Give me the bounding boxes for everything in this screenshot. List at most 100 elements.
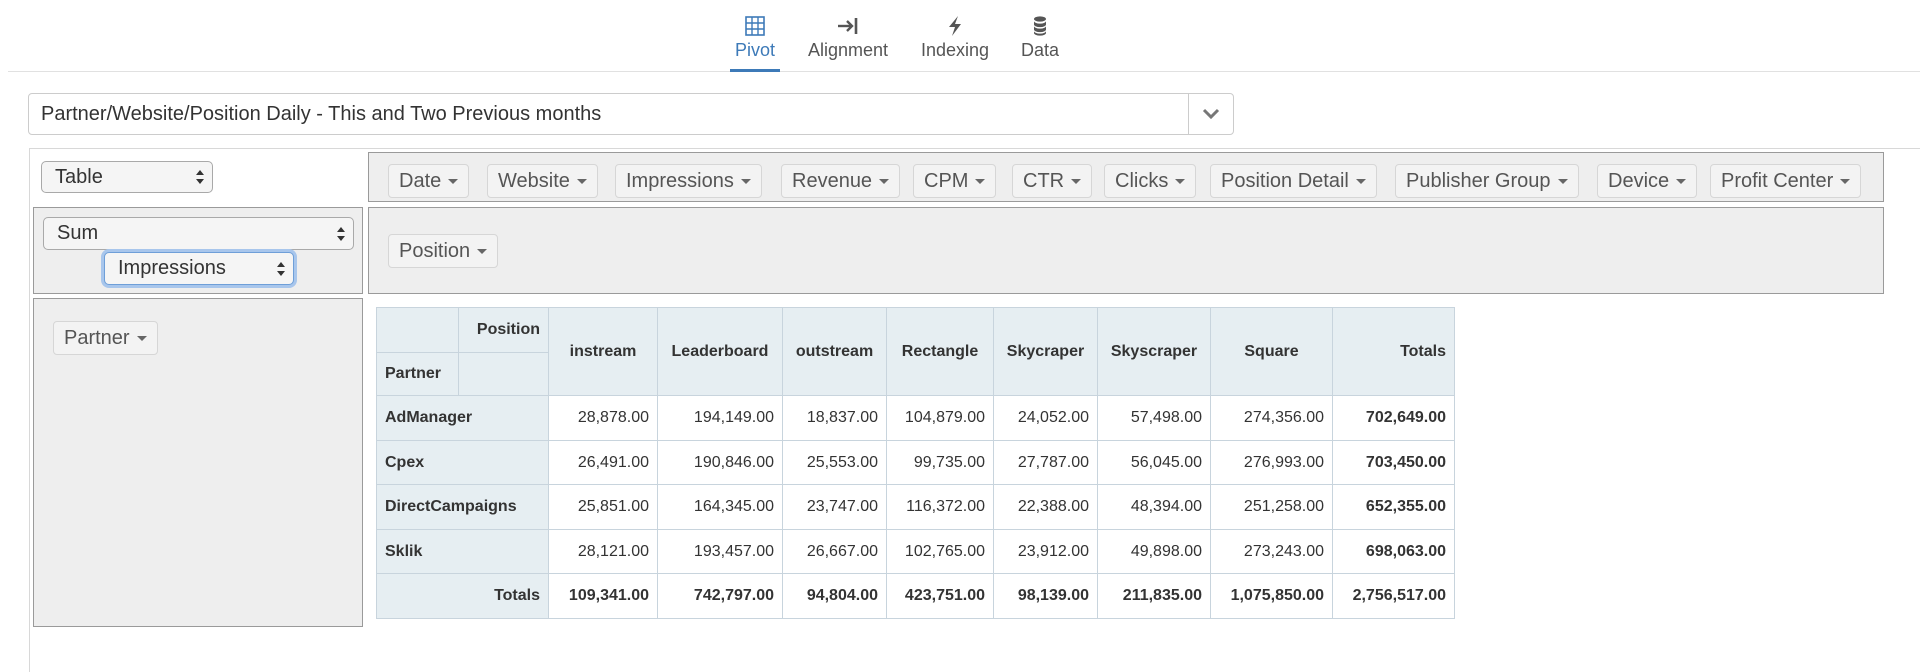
renderer-select[interactable]: Table: [41, 161, 213, 193]
attr-pill-impressions[interactable]: Impressions: [615, 164, 762, 198]
tab-label: Pivot: [734, 40, 776, 60]
col-attr-pill-position[interactable]: Position: [388, 234, 499, 268]
table-row: Cpex 26,491.00 190,846.00 25,553.00 99,7…: [376, 440, 1455, 485]
caret-down-icon: [1840, 178, 1851, 184]
column-total-cell: 109,341.00: [548, 573, 658, 619]
table-cell: 276,993.00: [1210, 440, 1333, 485]
tab-alignment[interactable]: Alignment: [806, 14, 890, 72]
column-header: Skyscraper: [1097, 307, 1211, 396]
attr-pill-revenue[interactable]: Revenue: [781, 164, 901, 198]
tab-pivot[interactable]: Pivot: [730, 14, 780, 72]
table-cell: 56,045.00: [1097, 440, 1211, 485]
column-total-cell: 423,751.00: [886, 573, 994, 619]
view-tab-bar: Pivot Alignment Indexing Data: [8, 0, 1920, 72]
table-cell: 26,491.00: [548, 440, 658, 485]
column-attributes-area: Position: [368, 207, 1884, 294]
table-corner-cell: [376, 307, 459, 353]
select-updown-icon: [277, 261, 285, 277]
table-cell: 49,898.00: [1097, 529, 1211, 574]
table-cell: 25,851.00: [548, 484, 658, 530]
attr-pill-ctr[interactable]: CTR: [1012, 164, 1093, 198]
row-total-cell: 698,063.00: [1332, 529, 1455, 574]
chevron-down-icon[interactable]: [1188, 94, 1233, 134]
caret-down-icon: [136, 335, 147, 341]
table-cell: 27,787.00: [993, 440, 1098, 485]
table-cell: 193,457.00: [657, 529, 783, 574]
col-attr-header: Position: [458, 307, 549, 353]
table-cell: 102,765.00: [886, 529, 994, 574]
column-header: Skycraper: [993, 307, 1098, 396]
row-attr-header: Partner: [376, 352, 459, 396]
attr-pill-clicks[interactable]: Clicks: [1104, 164, 1197, 198]
row-attr-pill-partner[interactable]: Partner: [53, 321, 158, 355]
table-cell: 57,498.00: [1097, 395, 1211, 441]
column-total-cell: 98,139.00: [993, 573, 1098, 619]
renderer-select-value: Table: [55, 165, 103, 188]
report-select[interactable]: Partner/Website/Position Daily - This an…: [28, 93, 1234, 135]
tab-indexing[interactable]: Indexing: [919, 14, 991, 72]
totals-column-header: Totals: [1332, 307, 1455, 396]
caret-down-icon: [1676, 178, 1687, 184]
attr-pill-device[interactable]: Device: [1597, 164, 1698, 198]
table-cell: 23,747.00: [782, 484, 887, 530]
aggregator-attribute-value: Impressions: [118, 257, 226, 279]
database-icon: [1033, 14, 1047, 38]
select-updown-icon: [337, 226, 345, 242]
aggregator-select-value: Sum: [57, 222, 99, 244]
caret-down-icon: [1175, 178, 1186, 184]
attr-pill-profit-center[interactable]: Profit Center: [1710, 164, 1862, 198]
table-cell: 190,846.00: [657, 440, 783, 485]
table-cell: 28,121.00: [548, 529, 658, 574]
aggregator-select[interactable]: Sum: [43, 217, 354, 250]
column-header: Square: [1210, 307, 1333, 396]
report-select-value: Partner/Website/Position Daily - This an…: [41, 102, 602, 125]
aggregator-attribute-select[interactable]: Impressions: [104, 252, 294, 285]
grid-icon: [745, 14, 765, 38]
table-cell: 26,667.00: [782, 529, 887, 574]
table-cell: 194,149.00: [657, 395, 783, 441]
attr-pill-date[interactable]: Date: [388, 164, 470, 198]
attr-pill-publisher-group[interactable]: Publisher Group: [1395, 164, 1579, 198]
table-empty-header: [458, 352, 549, 396]
caret-down-icon: [1355, 178, 1366, 184]
row-header: AdManager: [376, 395, 549, 441]
caret-down-icon: [1071, 178, 1082, 184]
arrow-to-line-icon: [837, 14, 859, 38]
row-header: DirectCampaigns: [376, 484, 549, 530]
pivot-table: Position instream Leaderboard outstream …: [376, 307, 1455, 619]
caret-down-icon: [1557, 178, 1568, 184]
table-cell: 28,878.00: [548, 395, 658, 441]
row-total-cell: 652,355.00: [1332, 484, 1455, 530]
grand-total-cell: 2,756,517.00: [1332, 573, 1455, 619]
select-updown-icon: [196, 169, 204, 185]
row-total-cell: 703,450.00: [1332, 440, 1455, 485]
table-cell: 25,553.00: [782, 440, 887, 485]
tab-label: Alignment: [807, 40, 889, 60]
tab-label: Indexing: [920, 40, 990, 60]
caret-down-icon: [448, 178, 459, 184]
column-header: Rectangle: [886, 307, 994, 396]
table-cell: 164,345.00: [657, 484, 783, 530]
table-cell: 251,258.00: [1210, 484, 1333, 530]
table-cell: 273,243.00: [1210, 529, 1333, 574]
attr-pill-cpm[interactable]: CPM: [913, 164, 997, 198]
table-cell: 18,837.00: [782, 395, 887, 441]
table-cell: 99,735.00: [886, 440, 994, 485]
attr-pill-position-detail[interactable]: Position Detail: [1210, 164, 1377, 198]
attr-pill-website[interactable]: Website: [487, 164, 598, 198]
table-cell: 274,356.00: [1210, 395, 1333, 441]
table-cell: 22,388.00: [993, 484, 1098, 530]
column-header: Leaderboard: [657, 307, 783, 396]
caret-down-icon: [477, 248, 488, 254]
table-cell: 24,052.00: [993, 395, 1098, 441]
row-header: Cpex: [376, 440, 549, 485]
column-total-cell: 1,075,850.00: [1210, 573, 1333, 619]
column-header: instream: [548, 307, 658, 396]
table-row: AdManager 28,878.00 194,149.00 18,837.00…: [376, 395, 1455, 441]
column-total-cell: 211,835.00: [1097, 573, 1211, 619]
unused-attributes-area: Date Website Impressions Revenue CPM CTR…: [368, 152, 1884, 202]
tab-data[interactable]: Data: [1019, 14, 1061, 72]
totals-row-header: Totals: [376, 573, 549, 619]
column-total-cell: 94,804.00: [782, 573, 887, 619]
table-cell: 23,912.00: [993, 529, 1098, 574]
